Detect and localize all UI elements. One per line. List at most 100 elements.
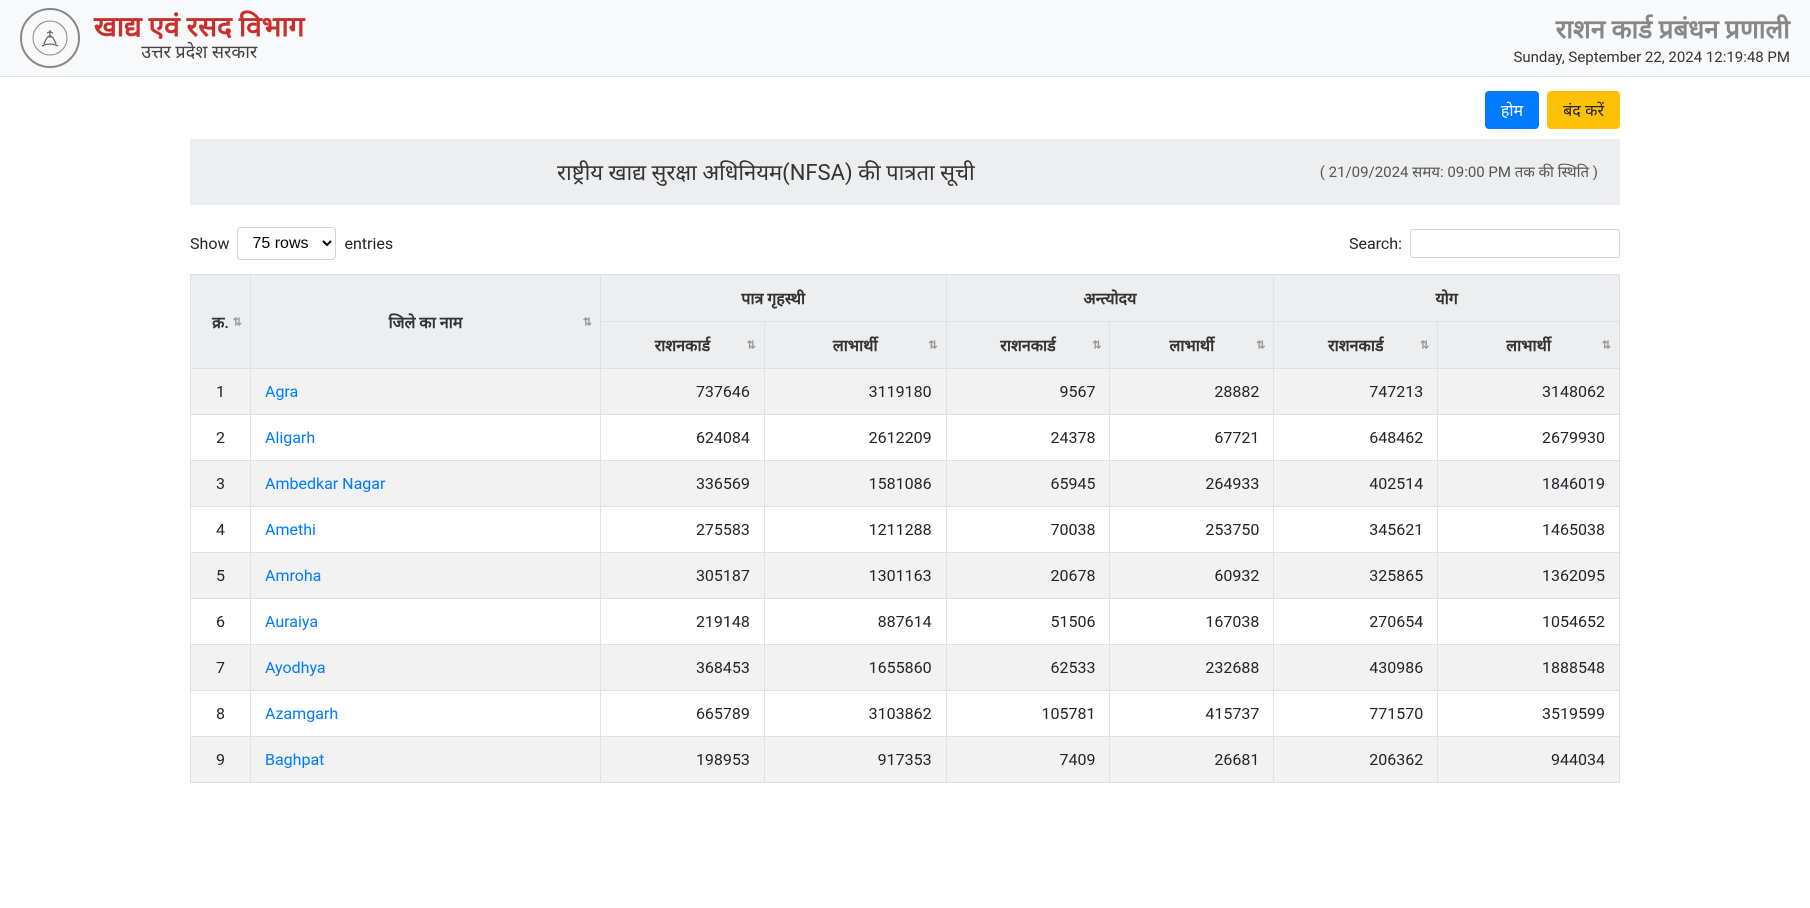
main-content: होम बंद करें राष्ट्रीय खाद्य सुरक्षा अधि… bbox=[190, 77, 1620, 783]
cell-phh-ben: 1301163 bbox=[764, 553, 946, 599]
cell-sr: 4 bbox=[191, 507, 251, 553]
table-row: 6Auraiya21914888761451506167038270654105… bbox=[191, 599, 1620, 645]
cell-aay-rc: 105781 bbox=[946, 691, 1110, 737]
table-row: 9Baghpat19895391735374092668120636294403… bbox=[191, 737, 1620, 783]
cell-tot-rc: 648462 bbox=[1274, 415, 1438, 461]
cell-aay-rc: 9567 bbox=[946, 369, 1110, 415]
cell-tot-ben: 3148062 bbox=[1438, 369, 1620, 415]
cell-tot-rc: 206362 bbox=[1274, 737, 1438, 783]
cell-phh-rc: 665789 bbox=[601, 691, 765, 737]
cell-phh-ben: 1655860 bbox=[764, 645, 946, 691]
department-title-block: खाद्य एवं रसद विभाग उत्तर प्रदेश सरकार bbox=[94, 12, 305, 65]
cell-district: Aligarh bbox=[251, 415, 601, 461]
cell-phh-rc: 305187 bbox=[601, 553, 765, 599]
cell-district: Ayodhya bbox=[251, 645, 601, 691]
cell-sr: 3 bbox=[191, 461, 251, 507]
cell-aay-rc: 24378 bbox=[946, 415, 1110, 461]
table-row: 1 Agra 73764631191809567288827472133148062 bbox=[191, 369, 1620, 415]
col-district[interactable]: जिले का नाम bbox=[251, 275, 601, 369]
col-sr[interactable]: क्र. bbox=[191, 275, 251, 369]
cell-sr: 1 bbox=[191, 369, 251, 415]
header-right: राशन कार्ड प्रबंधन प्रणाली Sunday, Septe… bbox=[1513, 10, 1790, 66]
cell-tot-rc: 747213 bbox=[1274, 369, 1438, 415]
district-link[interactable]: Ayodhya bbox=[265, 658, 326, 677]
cell-aay-ben: 60932 bbox=[1110, 553, 1274, 599]
search-control: Search: bbox=[1349, 229, 1620, 258]
district-link[interactable]: Auraiya bbox=[265, 612, 318, 631]
cell-tot-rc: 430986 bbox=[1274, 645, 1438, 691]
rows-per-page-select[interactable]: 75 rows bbox=[237, 227, 336, 260]
cell-tot-ben: 2679930 bbox=[1438, 415, 1620, 461]
table-body: 1 Agra 73764631191809567288827472133148062… bbox=[191, 369, 1620, 783]
cell-phh-rc: 198953 bbox=[601, 737, 765, 783]
cell-sr: 7 bbox=[191, 645, 251, 691]
cell-aay-rc: 62533 bbox=[946, 645, 1110, 691]
header-left: खाद्य एवं रसद विभाग उत्तर प्रदेश सरकार bbox=[20, 8, 305, 68]
col-tot-ben[interactable]: लाभार्थी bbox=[1438, 322, 1620, 369]
cell-tot-rc: 325865 bbox=[1274, 553, 1438, 599]
department-subtitle: उत्तर प्रदेश सरकार bbox=[141, 40, 257, 64]
district-link[interactable]: Baghpat bbox=[265, 750, 324, 769]
page-title: राष्ट्रीय खाद्य सुरक्षा अधिनियम(NFSA) की… bbox=[212, 157, 1320, 187]
table-row: 5Amroha305187130116320678609323258651362… bbox=[191, 553, 1620, 599]
cell-sr: 2 bbox=[191, 415, 251, 461]
department-name: खाद्य एवं रसद विभाग bbox=[94, 12, 305, 43]
cell-aay-ben: 232688 bbox=[1110, 645, 1274, 691]
home-button[interactable]: होम bbox=[1485, 91, 1539, 129]
data-status-label: ( 21/09/2024 समय: 09:00 PM तक की स्थिति … bbox=[1320, 162, 1598, 182]
cell-tot-ben: 1362095 bbox=[1438, 553, 1620, 599]
district-table: क्र. जिले का नाम पात्र गृहस्थी अन्त्योदय… bbox=[190, 274, 1620, 783]
entries-label: entries bbox=[344, 234, 393, 253]
search-input[interactable] bbox=[1410, 229, 1620, 258]
cell-tot-rc: 270654 bbox=[1274, 599, 1438, 645]
show-entries-control: Show 75 rows entries bbox=[190, 227, 393, 260]
cell-aay-ben: 264933 bbox=[1110, 461, 1274, 507]
cell-tot-ben: 3519599 bbox=[1438, 691, 1620, 737]
district-link[interactable]: Amroha bbox=[265, 566, 321, 585]
cell-tot-ben: 944034 bbox=[1438, 737, 1620, 783]
cell-phh-rc: 336569 bbox=[601, 461, 765, 507]
col-aay-rc[interactable]: राशनकार्ड bbox=[946, 322, 1110, 369]
cell-aay-rc: 70038 bbox=[946, 507, 1110, 553]
table-header: क्र. जिले का नाम पात्र गृहस्थी अन्त्योदय… bbox=[191, 275, 1620, 369]
district-link[interactable]: Agra bbox=[265, 382, 298, 401]
close-button[interactable]: बंद करें bbox=[1547, 91, 1620, 129]
cell-aay-ben: 415737 bbox=[1110, 691, 1274, 737]
cell-tot-rc: 771570 bbox=[1274, 691, 1438, 737]
cell-sr: 5 bbox=[191, 553, 251, 599]
table-row: 7 Ayodhya 36845316558606253323268843098618… bbox=[191, 645, 1620, 691]
table-row: 4Amethi275583121128870038253750345621146… bbox=[191, 507, 1620, 553]
district-link[interactable]: Amethi bbox=[265, 520, 316, 539]
page-header: खाद्य एवं रसद विभाग उत्तर प्रदेश सरकार र… bbox=[0, 0, 1810, 77]
system-name: राशन कार्ड प्रबंधन प्रणाली bbox=[1513, 10, 1790, 46]
cell-tot-ben: 1888548 bbox=[1438, 645, 1620, 691]
state-emblem-icon bbox=[20, 8, 80, 68]
cell-phh-rc: 219148 bbox=[601, 599, 765, 645]
cell-phh-rc: 737646 bbox=[601, 369, 765, 415]
cell-tot-rc: 402514 bbox=[1274, 461, 1438, 507]
cell-aay-rc: 51506 bbox=[946, 599, 1110, 645]
cell-phh-rc: 368453 bbox=[601, 645, 765, 691]
cell-aay-rc: 7409 bbox=[946, 737, 1110, 783]
cell-phh-ben: 1581086 bbox=[764, 461, 946, 507]
col-tot-rc[interactable]: राशनकार्ड bbox=[1274, 322, 1438, 369]
col-phh-rc[interactable]: राशनकार्ड bbox=[601, 322, 765, 369]
district-link[interactable]: Azamgarh bbox=[265, 704, 338, 723]
search-label: Search: bbox=[1349, 234, 1402, 253]
cell-aay-rc: 65945 bbox=[946, 461, 1110, 507]
cell-aay-ben: 28882 bbox=[1110, 369, 1274, 415]
district-link[interactable]: Aligarh bbox=[265, 428, 315, 447]
cell-phh-ben: 887614 bbox=[764, 599, 946, 645]
cell-district: Amroha bbox=[251, 553, 601, 599]
cell-district: Baghpat bbox=[251, 737, 601, 783]
cell-district: Azamgarh bbox=[251, 691, 601, 737]
cell-phh-ben: 3119180 bbox=[764, 369, 946, 415]
table-row: 8Azamgarh6657893103862105781415737771570… bbox=[191, 691, 1620, 737]
cell-tot-rc: 345621 bbox=[1274, 507, 1438, 553]
col-phh-ben[interactable]: लाभार्थी bbox=[764, 322, 946, 369]
col-aay-ben[interactable]: लाभार्थी bbox=[1110, 322, 1274, 369]
cell-phh-ben: 917353 bbox=[764, 737, 946, 783]
district-link[interactable]: Ambedkar Nagar bbox=[265, 474, 385, 493]
cell-district: Amethi bbox=[251, 507, 601, 553]
cell-district: Auraiya bbox=[251, 599, 601, 645]
